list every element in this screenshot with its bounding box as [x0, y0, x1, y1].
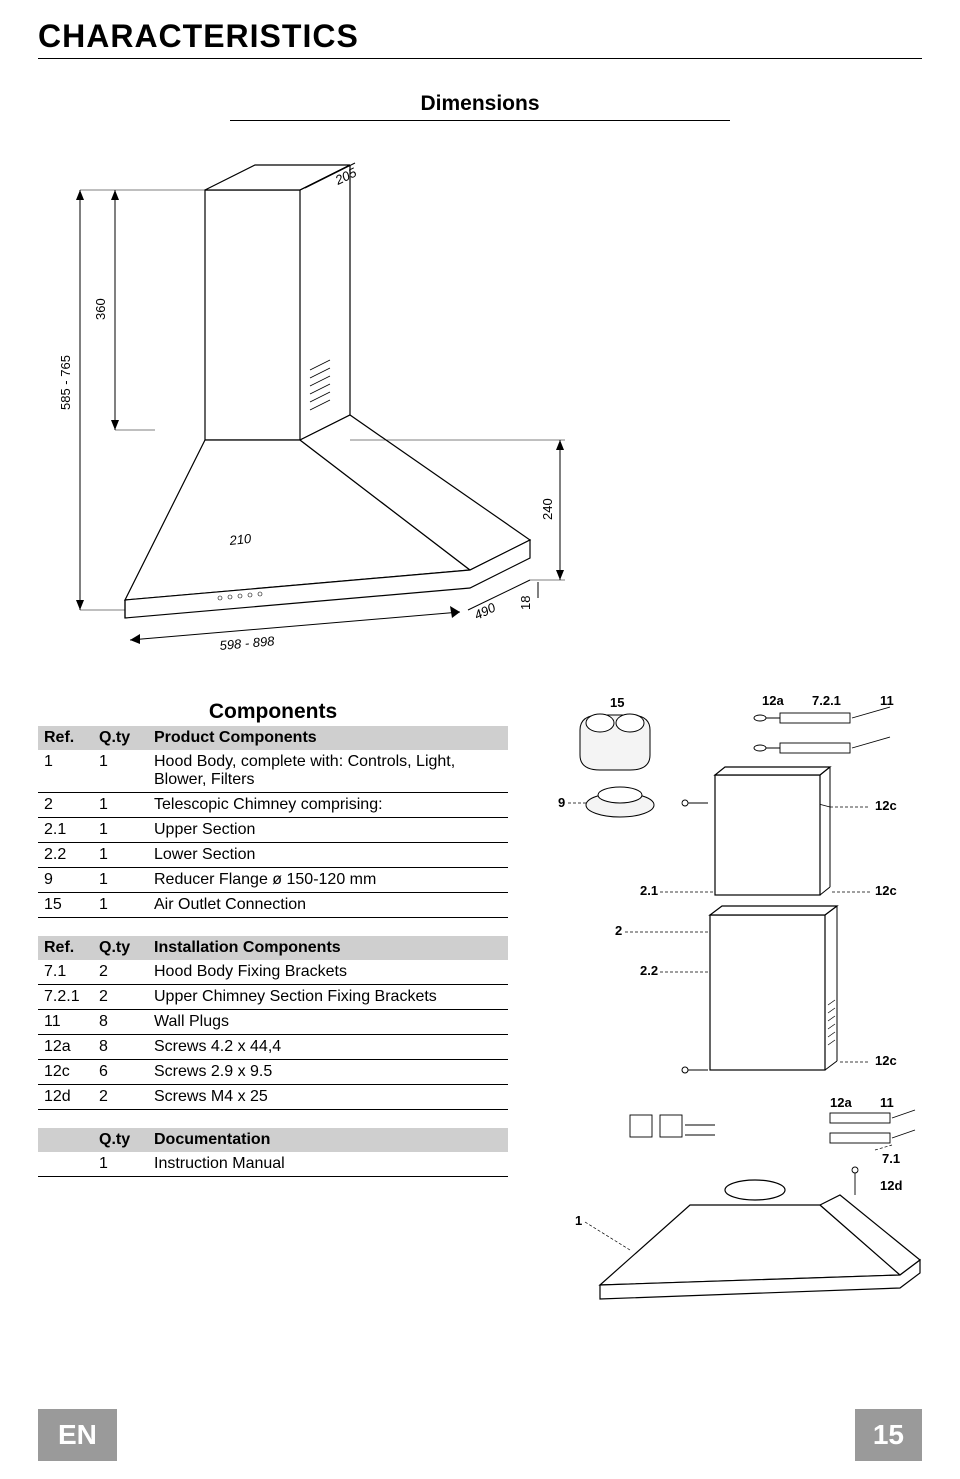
page-title: CHARACTERISTICS: [38, 18, 359, 55]
cell-ref: 11: [38, 1010, 93, 1035]
footer-page: 15: [855, 1409, 922, 1461]
callout-71: 7.1: [882, 1151, 900, 1166]
cell-ref: [38, 1152, 93, 1177]
callout-12d: 12d: [880, 1178, 902, 1193]
table-row: 7.12Hood Body Fixing Brackets: [38, 960, 508, 985]
callout-21: 2.1: [640, 883, 658, 898]
table-row: 118Wall Plugs: [38, 1010, 508, 1035]
dimensions-underline: [230, 120, 730, 121]
dim-height-range: 585 - 765: [60, 355, 73, 410]
callout-721: 7.2.1: [812, 695, 841, 708]
callout-12a: 12a: [762, 695, 784, 708]
cell-desc: Upper Chimney Section Fixing Brackets: [148, 985, 508, 1010]
callout-12c-low: 12c: [875, 1053, 897, 1068]
components-heading: Components: [38, 700, 508, 724]
col-product: Product Components: [148, 726, 508, 750]
table-row: 1Instruction Manual: [38, 1152, 508, 1177]
col-install: Installation Components: [148, 936, 508, 960]
cell-desc: Lower Section: [148, 843, 508, 868]
exploded-diagram: 15 12a 7.2.1 11 9 12c 2.1 12c 2: [530, 695, 930, 1335]
callout-11-low: 11: [880, 1095, 894, 1110]
cell-ref: 2.2: [38, 843, 93, 868]
col-ref-blank: [38, 1128, 93, 1152]
cell-desc: Screws 2.9 x 9.5: [148, 1060, 508, 1085]
table-row: 12a8Screws 4.2 x 44,4: [38, 1035, 508, 1060]
dim-hood-depth: 490: [472, 599, 499, 622]
table-row: 2.11Upper Section: [38, 818, 508, 843]
cell-desc: Screws M4 x 25: [148, 1085, 508, 1110]
table-row: 12d2Screws M4 x 25: [38, 1085, 508, 1110]
table-row: 11Hood Body, complete with: Controls, Li…: [38, 750, 508, 793]
cell-ref: 2.1: [38, 818, 93, 843]
table-row: 91Reducer Flange ø 150-120 mm: [38, 868, 508, 893]
col-ref: Ref.: [38, 936, 93, 960]
callout-9: 9: [558, 795, 565, 810]
table-row: 21Telescopic Chimney comprising:: [38, 793, 508, 818]
dim-body-depth: 210: [228, 531, 253, 548]
cell-desc: Upper Section: [148, 818, 508, 843]
cell-qty: 2: [93, 985, 148, 1010]
col-qty: Q.ty: [93, 936, 148, 960]
col-doc: Documentation: [148, 1128, 508, 1152]
dim-width-range: 598 - 898: [219, 633, 276, 653]
callout-12c-top: 12c: [875, 798, 897, 813]
callout-1: 1: [575, 1213, 582, 1228]
dimensions-heading: Dimensions: [0, 92, 960, 116]
table-row: 7.2.12Upper Chimney Section Fixing Brack…: [38, 985, 508, 1010]
cell-qty: 2: [93, 960, 148, 985]
cell-desc: Telescopic Chimney comprising:: [148, 793, 508, 818]
title-underline: [38, 58, 922, 59]
table-row: 2.21Lower Section: [38, 843, 508, 868]
cell-qty: 1: [93, 868, 148, 893]
cell-qty: 8: [93, 1010, 148, 1035]
cell-qty: 1: [93, 793, 148, 818]
cell-desc: Hood Body, complete with: Controls, Ligh…: [148, 750, 508, 793]
callout-12a-low: 12a: [830, 1095, 852, 1110]
callout-11: 11: [880, 695, 894, 708]
documentation-table: Q.ty Documentation 1Instruction Manual: [38, 1128, 508, 1177]
cell-ref: 12a: [38, 1035, 93, 1060]
footer-lang: EN: [38, 1409, 117, 1461]
cell-qty: 1: [93, 1152, 148, 1177]
cell-desc: Hood Body Fixing Brackets: [148, 960, 508, 985]
dim-chimney-h: 360: [93, 298, 108, 320]
col-qty: Q.ty: [93, 1128, 148, 1152]
cell-desc: Reducer Flange ø 150-120 mm: [148, 868, 508, 893]
cell-qty: 1: [93, 893, 148, 918]
cell-qty: 1: [93, 843, 148, 868]
dim-lip: 18: [518, 596, 533, 610]
cell-desc: Wall Plugs: [148, 1010, 508, 1035]
dim-hood-height: 240: [540, 498, 555, 520]
callout-15: 15: [610, 695, 624, 710]
cell-desc: Instruction Manual: [148, 1152, 508, 1177]
table-row: 151Air Outlet Connection: [38, 893, 508, 918]
cell-ref: 2: [38, 793, 93, 818]
installation-components-table: Ref. Q.ty Installation Components 7.12Ho…: [38, 936, 508, 1110]
cell-ref: 12d: [38, 1085, 93, 1110]
cell-qty: 1: [93, 750, 148, 793]
callout-12c-mid: 12c: [875, 883, 897, 898]
callout-2: 2: [615, 923, 622, 938]
cell-ref: 7.1: [38, 960, 93, 985]
product-components-table: Ref. Q.ty Product Components 11Hood Body…: [38, 726, 508, 918]
col-ref: Ref.: [38, 726, 93, 750]
cell-ref: 9: [38, 868, 93, 893]
cell-desc: Air Outlet Connection: [148, 893, 508, 918]
cell-qty: 1: [93, 818, 148, 843]
tables-area: Components Ref. Q.ty Product Components …: [38, 700, 508, 1195]
dimension-drawing: 585 - 765 360 205 210 598 - 898: [60, 150, 590, 680]
cell-ref: 1: [38, 750, 93, 793]
cell-desc: Screws 4.2 x 44,4: [148, 1035, 508, 1060]
cell-ref: 12c: [38, 1060, 93, 1085]
col-qty: Q.ty: [93, 726, 148, 750]
callout-22: 2.2: [640, 963, 658, 978]
cell-qty: 2: [93, 1085, 148, 1110]
cell-ref: 15: [38, 893, 93, 918]
cell-qty: 8: [93, 1035, 148, 1060]
cell-ref: 7.2.1: [38, 985, 93, 1010]
table-row: 12c6Screws 2.9 x 9.5: [38, 1060, 508, 1085]
cell-qty: 6: [93, 1060, 148, 1085]
